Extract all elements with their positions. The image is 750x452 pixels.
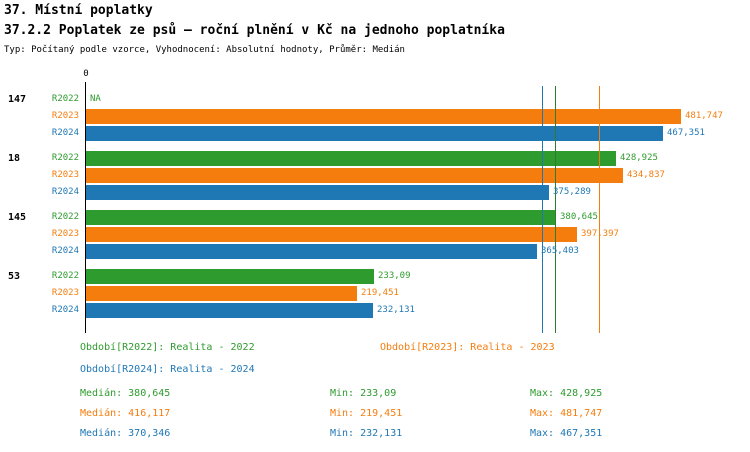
bar-value-r2024-145: 365,403: [541, 246, 579, 256]
stat-median-r2022: Medián: 380,645: [80, 388, 171, 399]
bar-value-r2023-145: 397,397: [581, 229, 619, 239]
bar-r2023-53: [86, 286, 357, 301]
bar-r2022-18: [86, 151, 616, 166]
stat-min-r2024: Min: 232,131: [330, 428, 403, 439]
stat-min-r2023: Min: 219,451: [330, 408, 403, 419]
bar-value-r2024-147: 467,351: [667, 128, 705, 138]
bar-value-r2023-147: 481,747: [685, 111, 723, 121]
axis-zero-label: 0: [83, 69, 89, 79]
stat-median-r2023: Medián: 416,117: [80, 408, 171, 419]
bar-r2023-147: [86, 109, 681, 124]
group-label-145: 145: [8, 212, 27, 223]
bar-value-r2022-147: NA: [90, 94, 101, 104]
report-meta: Typ: Počítaný podle vzorce, Vyhodnocení:…: [4, 45, 405, 55]
bar-value-r2022-53: 233,09: [378, 271, 411, 281]
series-label-r2023: R2023: [51, 288, 79, 298]
stat-median-r2024: Medián: 370,346: [80, 428, 171, 439]
series-label-r2022: R2022: [51, 153, 79, 163]
bar-r2023-18: [86, 168, 623, 183]
series-label-r2023: R2023: [51, 111, 79, 121]
series-label-r2022: R2022: [51, 271, 79, 281]
stat-max-r2024: Max: 467,351: [530, 428, 603, 439]
bar-r2024-145: [86, 244, 537, 259]
chart-area: 0 147 R2022 NA R2023 481,747 R2024 467,351 18 R2…: [0, 69, 750, 340]
bar-value-r2023-53: 219,451: [361, 288, 399, 298]
legend-item-r2023: Období[R2023]: Realita - 2023: [380, 342, 555, 353]
median-line-r2022: [555, 86, 556, 333]
median-line-r2024: [542, 86, 543, 333]
legend-item-r2024: Období[R2024]: Realita - 2024: [80, 364, 255, 375]
bar-value-r2024-18: 375,289: [553, 187, 591, 197]
series-label-r2023: R2023: [51, 229, 79, 239]
series-label-r2024: R2024: [51, 305, 79, 315]
group-label-18: 18: [8, 153, 21, 164]
stat-max-r2022: Max: 428,925: [530, 388, 603, 399]
bar-r2024-147: [86, 126, 663, 141]
series-label-r2024: R2024: [51, 187, 79, 197]
series-label-r2022: R2022: [51, 94, 79, 104]
series-label-r2023: R2023: [51, 170, 79, 180]
group-label-53: 53: [8, 271, 21, 282]
stat-min-r2022: Min: 233,09: [330, 388, 397, 399]
series-label-r2024: R2024: [51, 128, 79, 138]
series-label-r2022: R2022: [51, 212, 79, 222]
group-label-147: 147: [8, 94, 27, 105]
bar-value-r2023-18: 434,837: [627, 170, 665, 180]
bar-r2024-18: [86, 185, 549, 200]
bar-r2022-53: [86, 269, 374, 284]
bar-r2023-145: [86, 227, 577, 242]
legend-item-r2022: Období[R2022]: Realita - 2022: [80, 342, 255, 353]
bar-value-r2022-145: 380,645: [560, 212, 598, 222]
bar-r2022-145: [86, 210, 556, 225]
bar-r2024-53: [86, 303, 373, 318]
bar-value-r2022-18: 428,925: [620, 153, 658, 163]
page-subtitle: 37.2.2 Poplatek ze psů – roční plnění v …: [4, 23, 505, 38]
bar-value-r2024-53: 232,131: [377, 305, 415, 315]
stat-max-r2023: Max: 481,747: [530, 408, 603, 419]
page-title: 37. Místní poplatky: [4, 3, 153, 18]
x-axis-zero-line: [85, 82, 86, 333]
series-label-r2024: R2024: [51, 246, 79, 256]
median-line-r2023: [599, 86, 600, 333]
